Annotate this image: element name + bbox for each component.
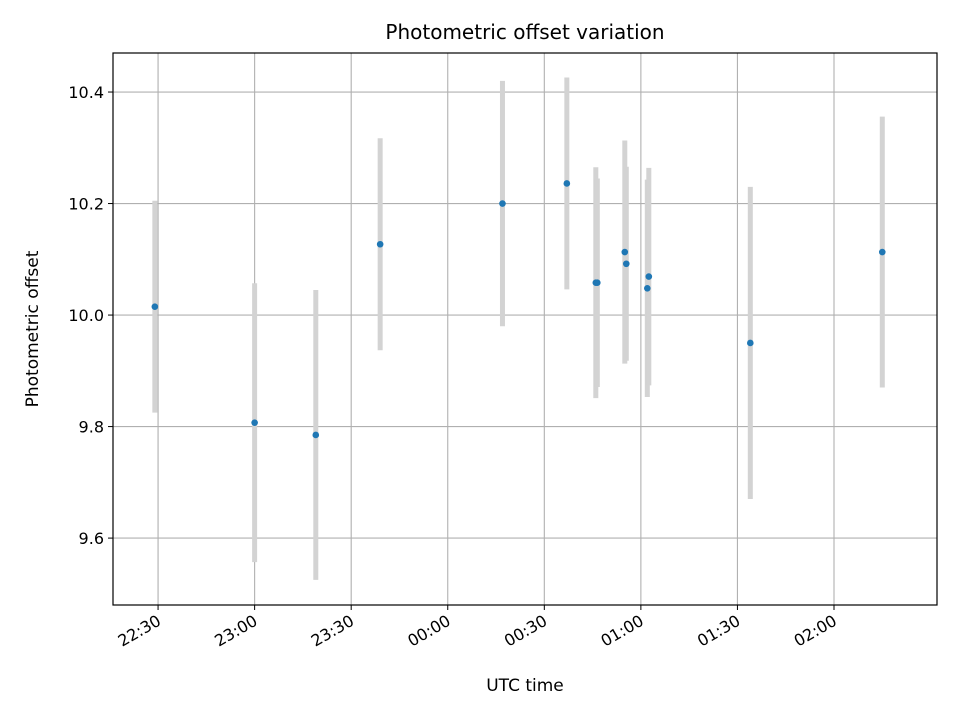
data-point — [376, 240, 384, 248]
data-points — [151, 180, 886, 439]
data-point — [499, 200, 506, 207]
plot-frame — [112, 52, 938, 606]
y-axis-title: Photometric offset — [23, 250, 43, 407]
y-tick-label: 10.2 — [68, 195, 104, 214]
data-point — [563, 180, 571, 187]
data-point — [312, 431, 320, 439]
data-point — [644, 284, 651, 292]
grid-lines — [113, 53, 937, 605]
data-point — [594, 279, 601, 287]
y-tick-label: 10.0 — [68, 306, 104, 325]
y-tick-label: 10.4 — [68, 83, 104, 102]
data-point — [622, 260, 630, 268]
y-axis-ticks: 9.6 9.8 10.0 10.2 10.4 — [68, 83, 113, 548]
data-point — [621, 248, 629, 256]
x-axis-title: UTC time — [486, 676, 564, 696]
data-point — [878, 248, 886, 256]
y-tick-label: 9.6 — [79, 529, 104, 548]
data-point — [151, 303, 159, 310]
data-point — [645, 273, 653, 280]
data-point — [251, 419, 258, 426]
chart-title: Photometric offset variation — [385, 20, 664, 44]
data-point — [747, 339, 754, 347]
y-tick-label: 9.8 — [79, 418, 104, 437]
